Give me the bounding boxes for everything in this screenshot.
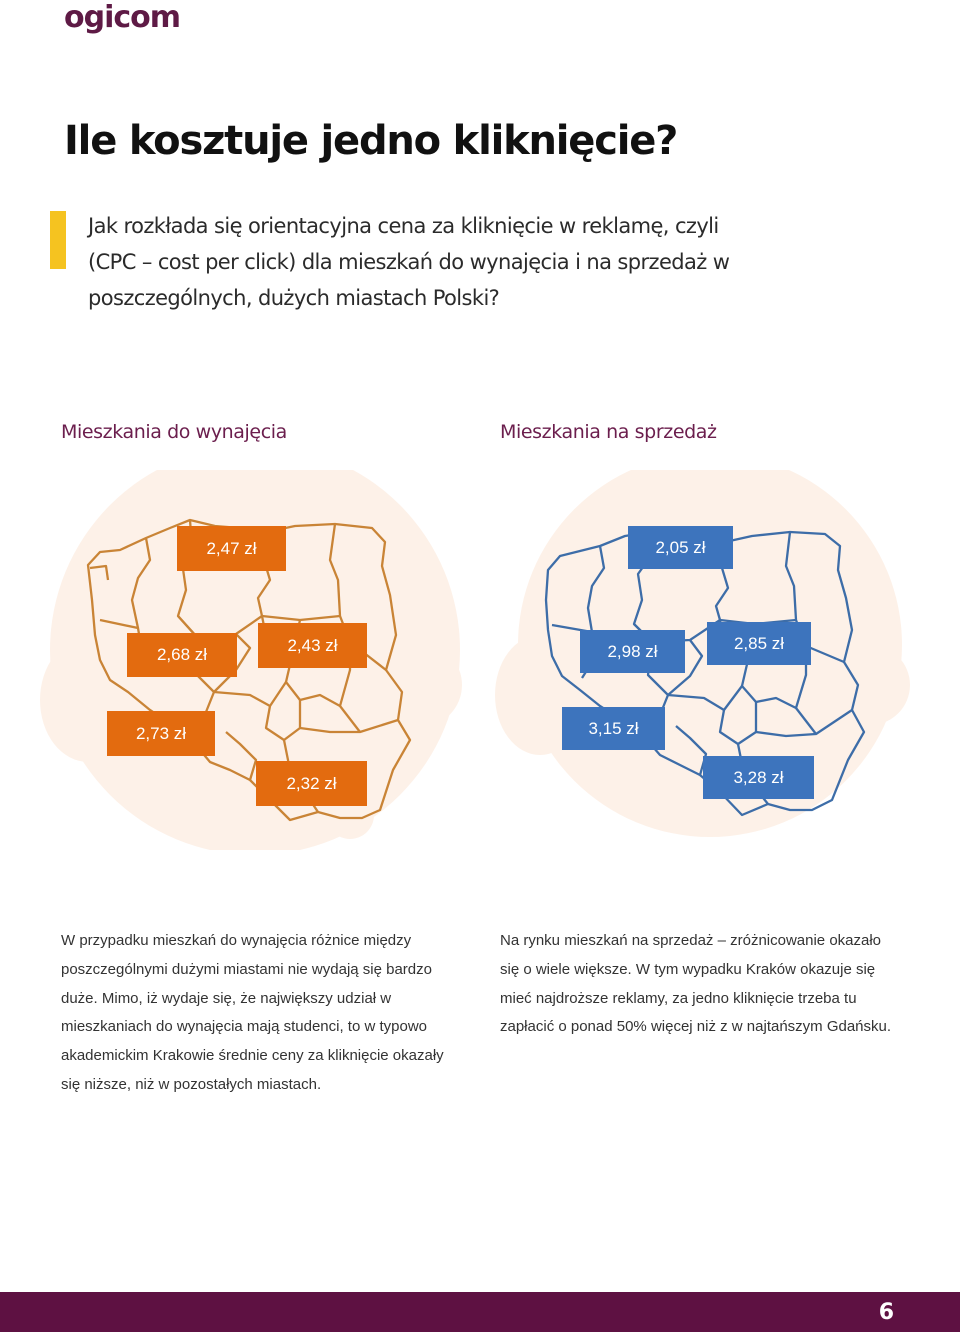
ogicom-logo: ogicom — [64, 0, 181, 35]
rent-description: W przypadku mieszkań do wynajęcia różnic… — [61, 932, 444, 1093]
sale-price-label: 2,05 zł — [628, 526, 733, 569]
sale-price-label: 3,15 zł — [562, 707, 665, 750]
rent-price-label: 2,47 zł — [177, 526, 286, 571]
sale-section-title: Mieszkania na sprzedaż — [500, 421, 717, 443]
rent-price-label: 2,32 zł — [256, 761, 367, 806]
sale-price-label: 2,85 zł — [707, 622, 811, 665]
rent-price-label: 2,73 zł — [107, 711, 215, 756]
rent-price-label: 2,68 zł — [127, 633, 237, 677]
maps-area: 2,47 zł 2,68 zł 2,43 zł 2,73 zł 2,32 zł … — [0, 470, 960, 850]
sale-price-label: 2,98 zł — [580, 630, 685, 673]
subtitle: Jak rozkłada się orientacyjna cena za kl… — [88, 214, 730, 310]
rent-section-title: Mieszkania do wynajęcia — [61, 421, 287, 443]
sale-description: Na rynku mieszkań na sprzedaż – zróżnico… — [500, 932, 892, 1036]
footer-bar: 6 — [0, 1292, 960, 1332]
page-number: 6 — [878, 1300, 894, 1325]
accent-bar — [50, 211, 66, 269]
sale-price-label: 3,28 zł — [703, 756, 814, 799]
page-title: Ile kosztuje jedno kliknięcie? — [64, 118, 678, 164]
rent-price-label: 2,43 zł — [258, 623, 367, 668]
